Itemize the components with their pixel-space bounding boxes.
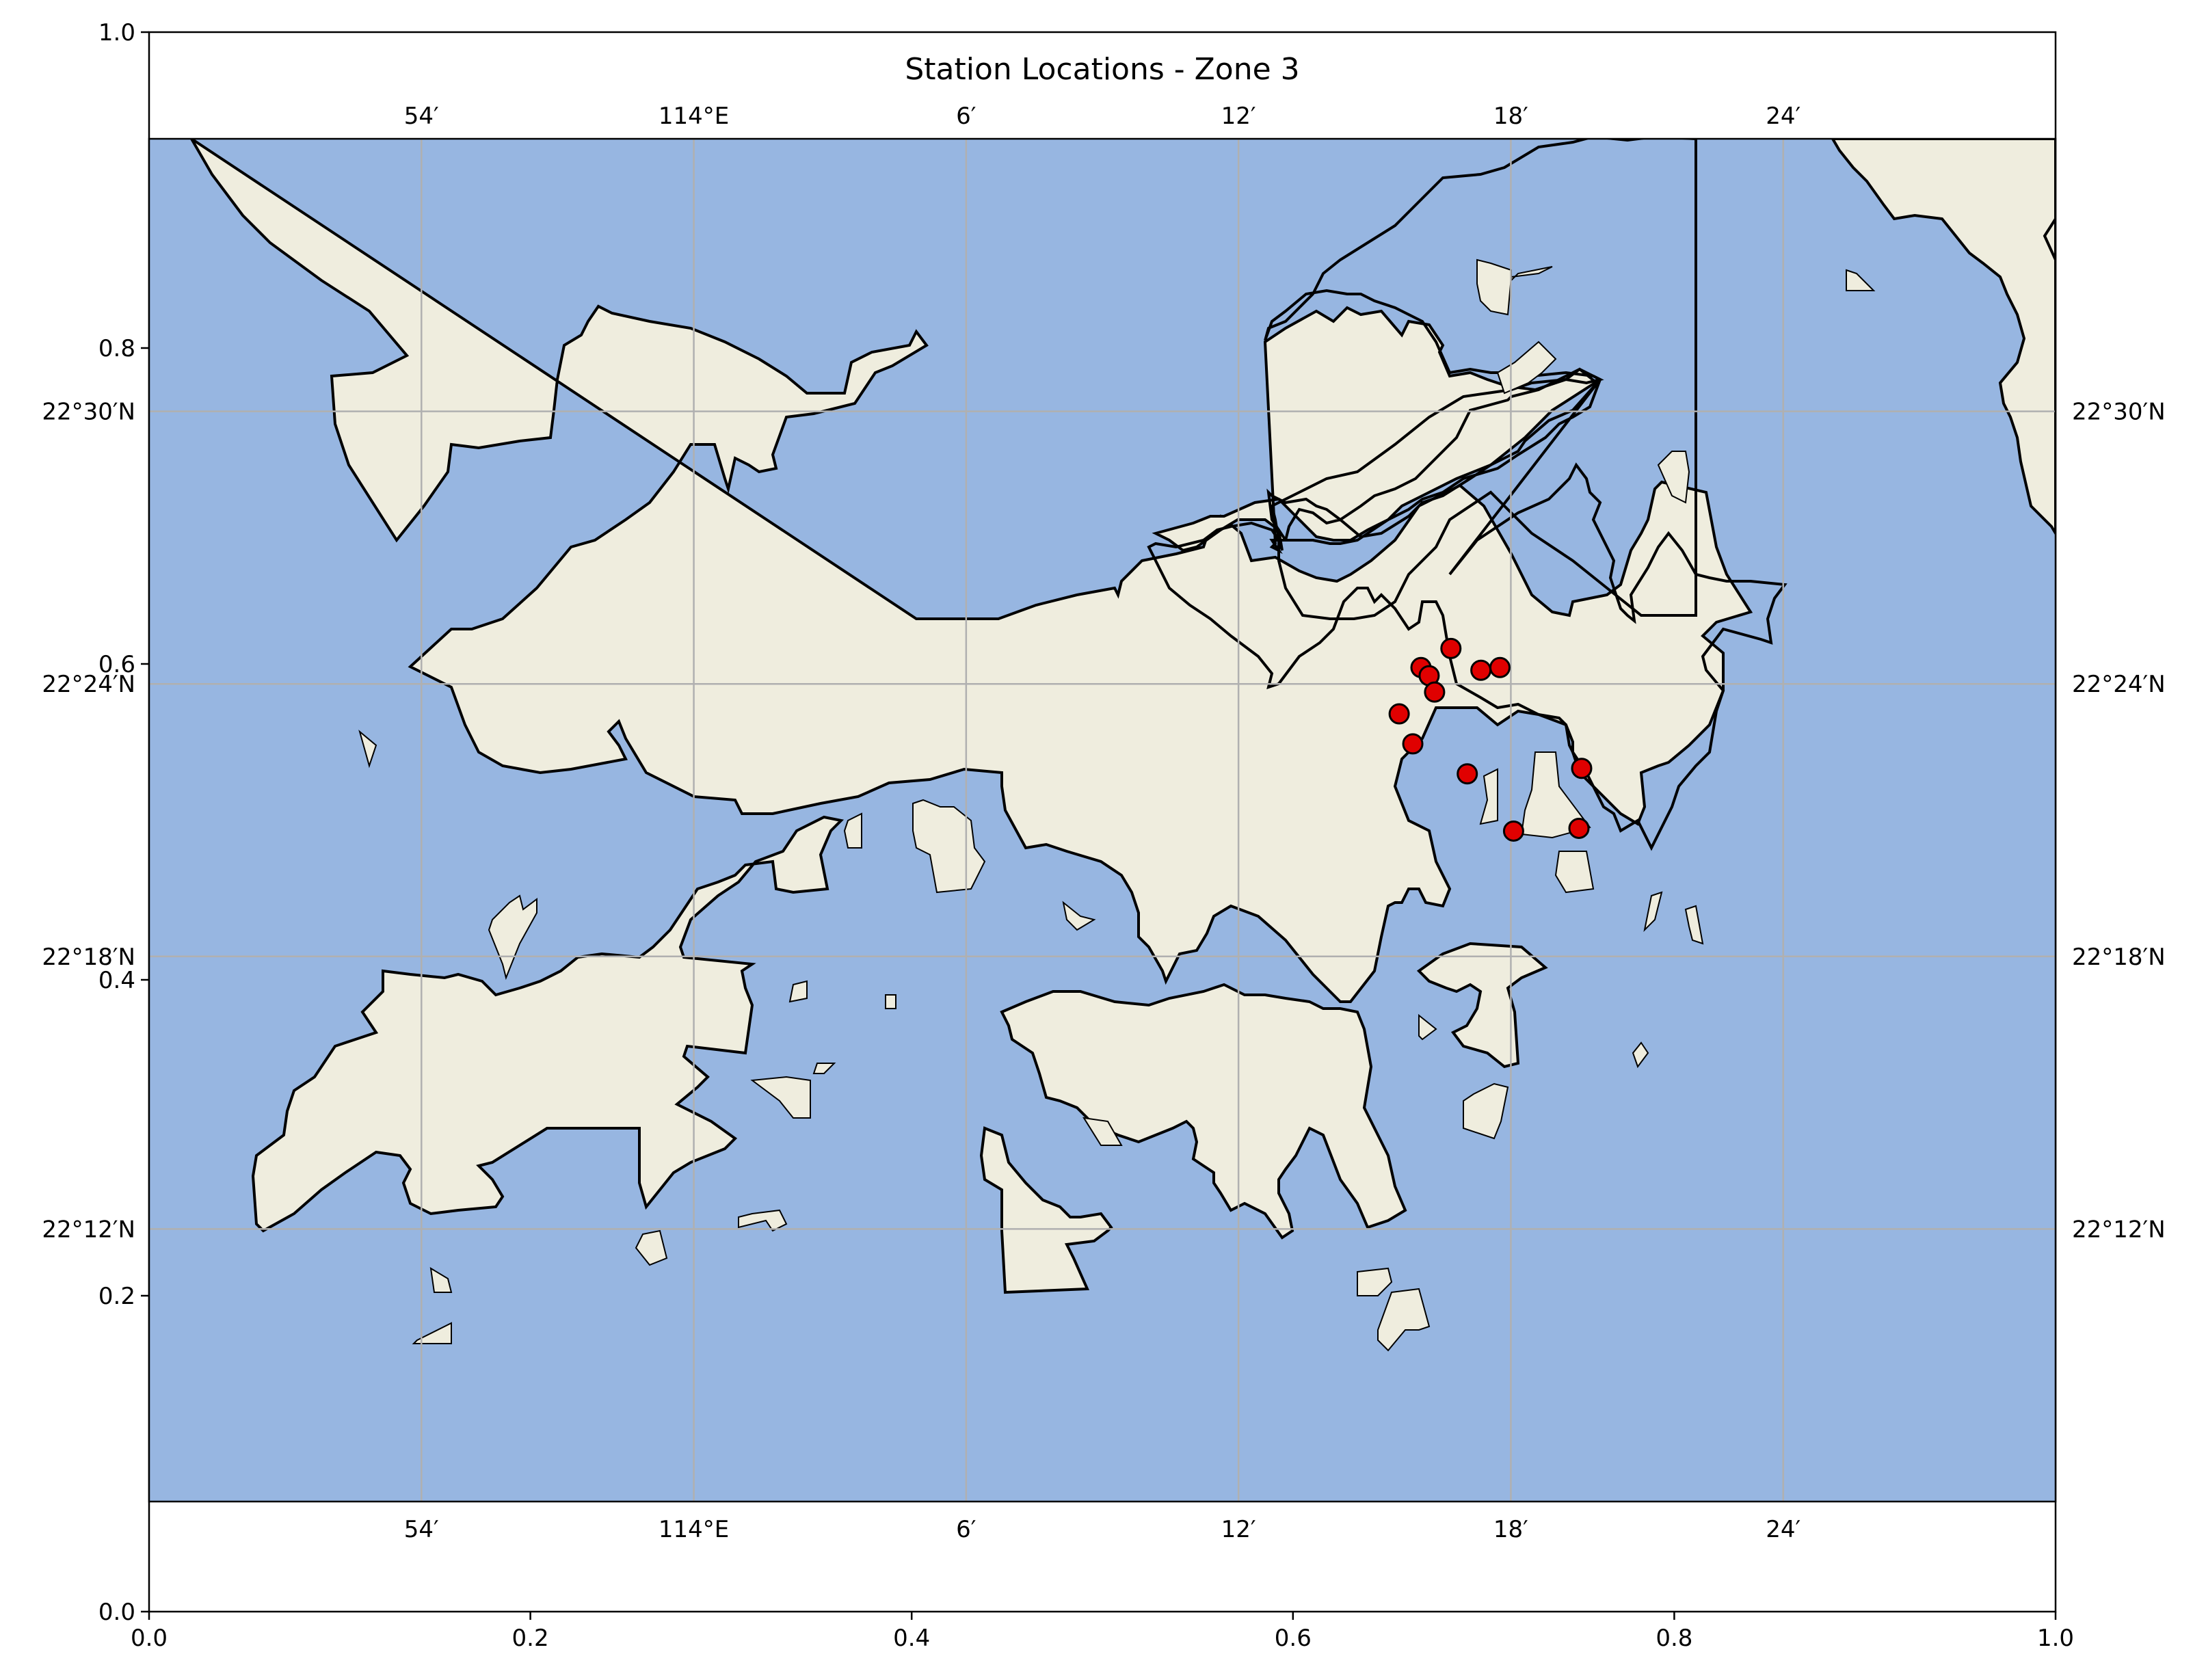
- lat-label-right: 22°24′N: [2072, 671, 2166, 698]
- island: [412, 1322, 452, 1344]
- island: [358, 730, 377, 769]
- island: [788, 980, 808, 1003]
- tseung-kwan-o-peninsula: [1416, 942, 1548, 1069]
- lon-label-top: 54′: [404, 103, 439, 130]
- island: [812, 1063, 836, 1074]
- lon-label-bottom: 6′: [956, 1516, 976, 1543]
- x-tick-label: 0.4: [893, 1625, 930, 1652]
- station-marker: [1440, 637, 1462, 659]
- outer-axes-ticks: 0.0 0.2 0.4 0.6 0.8 1.0 0.0 0.2 0.4 0.6 0.8 1.0: [98, 19, 2074, 1652]
- island: [1082, 1117, 1123, 1146]
- y-tick-label: 1.0: [98, 19, 135, 46]
- mainland: [190, 139, 1753, 1003]
- station-marker: [1470, 659, 1492, 681]
- lat-label-left: 22°12′N: [42, 1216, 135, 1243]
- station-markers: [1388, 637, 1593, 842]
- far-east-land: [1831, 139, 2056, 536]
- lon-label-top: 12′: [1221, 103, 1256, 130]
- island: [1377, 1288, 1431, 1352]
- x-tick-label: 0.2: [512, 1625, 549, 1652]
- hong-kong-island: [1000, 983, 1407, 1240]
- station-marker: [1388, 703, 1410, 725]
- lon-label-top: 114°E: [659, 103, 729, 130]
- chart-title: Station Locations - Zone 3: [905, 52, 1299, 87]
- x-tick-label: 0.6: [1275, 1625, 1312, 1652]
- lon-label-bottom: 114°E: [659, 1516, 729, 1543]
- island: [1062, 901, 1096, 931]
- lon-label-top: 18′: [1493, 103, 1528, 130]
- lat-label-left: 22°30′N: [42, 399, 135, 426]
- x-tick-label: 0.8: [1656, 1625, 1692, 1652]
- y-tick-label: 0.8: [98, 335, 135, 362]
- sai-kung-land: [1147, 367, 1788, 851]
- island: [1520, 751, 1591, 839]
- y-tick-label: 0.0: [98, 1599, 135, 1626]
- lon-label-bottom: 54′: [404, 1516, 439, 1543]
- map-frame: [148, 137, 2057, 1503]
- lat-label-left: 22°18′N: [42, 944, 135, 971]
- station-marker: [1568, 817, 1590, 839]
- island: [1684, 905, 1704, 945]
- station-marker: [1457, 763, 1478, 785]
- island: [1846, 269, 1876, 291]
- lon-label-bottom: 24′: [1766, 1516, 1800, 1543]
- lat-label-right: 22°30′N: [2072, 399, 2166, 426]
- island: [1657, 451, 1690, 504]
- station-marker: [1424, 681, 1446, 703]
- gridlines: [149, 139, 2056, 1502]
- lon-label-top: 24′: [1766, 103, 1800, 130]
- lat-label-left: 22°24′N: [42, 671, 135, 698]
- island: [1643, 891, 1663, 933]
- x-tick-label: 0.0: [131, 1625, 168, 1652]
- station-marker: [1402, 733, 1424, 755]
- station-marker: [1502, 820, 1524, 842]
- plover-cove-land: [1264, 139, 1697, 620]
- island: [1418, 1013, 1437, 1041]
- island: [429, 1267, 453, 1293]
- island: [738, 1209, 788, 1232]
- lamma-island: [979, 1126, 1113, 1294]
- island: [1479, 768, 1498, 825]
- northeast-land: [1152, 306, 1602, 555]
- y-tick-label: 0.2: [98, 1283, 135, 1310]
- island: [843, 812, 862, 849]
- lat-label-right: 22°18′N: [2072, 944, 2166, 971]
- lon-label-bottom: 12′: [1221, 1516, 1256, 1543]
- x-tick-label: 1.0: [2037, 1625, 2074, 1652]
- island: [635, 1229, 668, 1266]
- island: [1463, 1082, 1509, 1140]
- island: [1632, 1041, 1649, 1069]
- island: [1496, 341, 1557, 395]
- lon-label-top: 6′: [956, 103, 976, 130]
- island: [1357, 1267, 1393, 1296]
- far-east-land-2: [2043, 216, 2056, 261]
- lon-label-bottom: 18′: [1493, 1516, 1528, 1543]
- island: [750, 1076, 811, 1119]
- island: [885, 994, 896, 1009]
- y-tick-label: 0.4: [98, 967, 135, 994]
- lat-label-right: 22°12′N: [2072, 1216, 2166, 1243]
- island: [1554, 851, 1595, 894]
- station-marker: [1571, 758, 1593, 779]
- y-tick-label: 0.6: [98, 651, 135, 678]
- station-marker: [1489, 656, 1511, 678]
- gridline-labels: 54′ 54′ 114°E 114°E 6′ 6′ 12′ 12′ 18′ 18′ 24′ 24′ 22…: [42, 103, 2165, 1543]
